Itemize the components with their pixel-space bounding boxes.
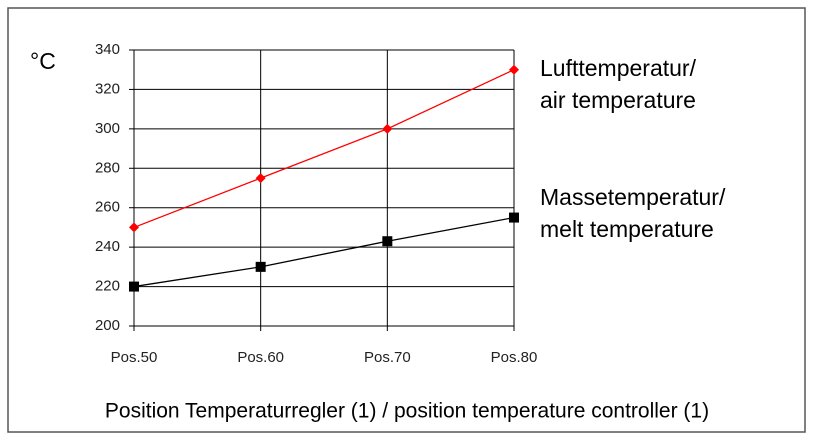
y-tick-label: 320 — [95, 80, 120, 97]
y-unit: °C — [30, 48, 56, 74]
x-tick-label: Pos.80 — [491, 349, 538, 366]
point-marker — [255, 261, 266, 272]
point-marker — [509, 64, 519, 75]
series-line — [133, 69, 515, 229]
y-tick-label: 240 — [95, 238, 120, 255]
x-axis-label: Position Temperaturregler (1) / position… — [105, 400, 709, 423]
series-label: Lufttemperatur/ air temperature — [540, 55, 696, 113]
point-marker — [382, 123, 393, 134]
y-tick-label: 340 — [95, 41, 120, 58]
series-label: Massetemperatur/ melt temperature — [540, 184, 726, 242]
point-marker — [129, 222, 139, 233]
x-tick-label: Pos.60 — [237, 349, 284, 366]
y-tick-label: 260 — [95, 199, 120, 216]
y-tick-label: 300 — [95, 120, 120, 137]
y-tick-label: 220 — [95, 278, 120, 295]
series-line — [133, 216, 515, 288]
y-tick-label: 200 — [95, 317, 120, 334]
x-tick-label: Pos.50 — [111, 349, 158, 366]
point-marker — [129, 281, 139, 292]
point-marker — [509, 212, 519, 223]
point-marker — [382, 236, 393, 247]
y-tick-label: 280 — [95, 159, 120, 176]
point-marker — [255, 173, 266, 184]
x-tick-label: Pos.70 — [364, 349, 411, 366]
frame — [7, 7, 806, 433]
